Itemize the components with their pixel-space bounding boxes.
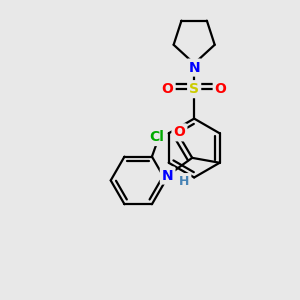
Text: O: O: [173, 125, 185, 139]
Text: O: O: [162, 82, 174, 96]
Text: H: H: [179, 175, 190, 188]
Text: N: N: [162, 169, 173, 182]
Text: O: O: [215, 82, 226, 96]
Text: Cl: Cl: [149, 130, 164, 144]
Text: N: N: [188, 61, 200, 75]
Text: S: S: [189, 82, 199, 96]
